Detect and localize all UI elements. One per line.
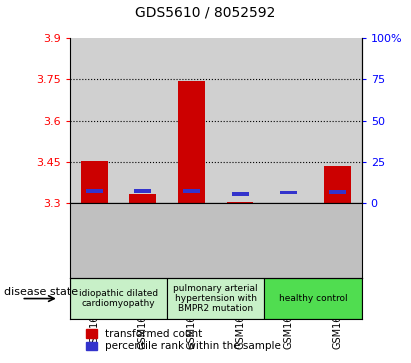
Bar — [183, 189, 200, 193]
Legend: transformed count, percentile rank within the sample: transformed count, percentile rank withi… — [82, 325, 285, 356]
Text: healthy control: healthy control — [279, 294, 347, 303]
Text: pulmonary arterial
hypertension with
BMPR2 mutation: pulmonary arterial hypertension with BMP… — [173, 284, 258, 314]
Bar — [81, 160, 108, 203]
Text: GDS5610 / 8052592: GDS5610 / 8052592 — [135, 5, 276, 20]
Bar — [324, 166, 351, 203]
Bar — [227, 202, 254, 203]
Bar — [85, 189, 103, 193]
Bar — [280, 191, 297, 195]
Bar — [231, 192, 249, 196]
Text: idiopathic dilated
cardiomyopathy: idiopathic dilated cardiomyopathy — [79, 289, 158, 308]
Bar — [70, 278, 167, 319]
Bar — [264, 278, 362, 319]
Text: disease state: disease state — [4, 287, 78, 297]
Bar — [167, 278, 264, 319]
Bar — [129, 193, 156, 203]
Bar — [329, 190, 346, 193]
Bar — [178, 81, 205, 203]
Bar — [134, 189, 151, 193]
